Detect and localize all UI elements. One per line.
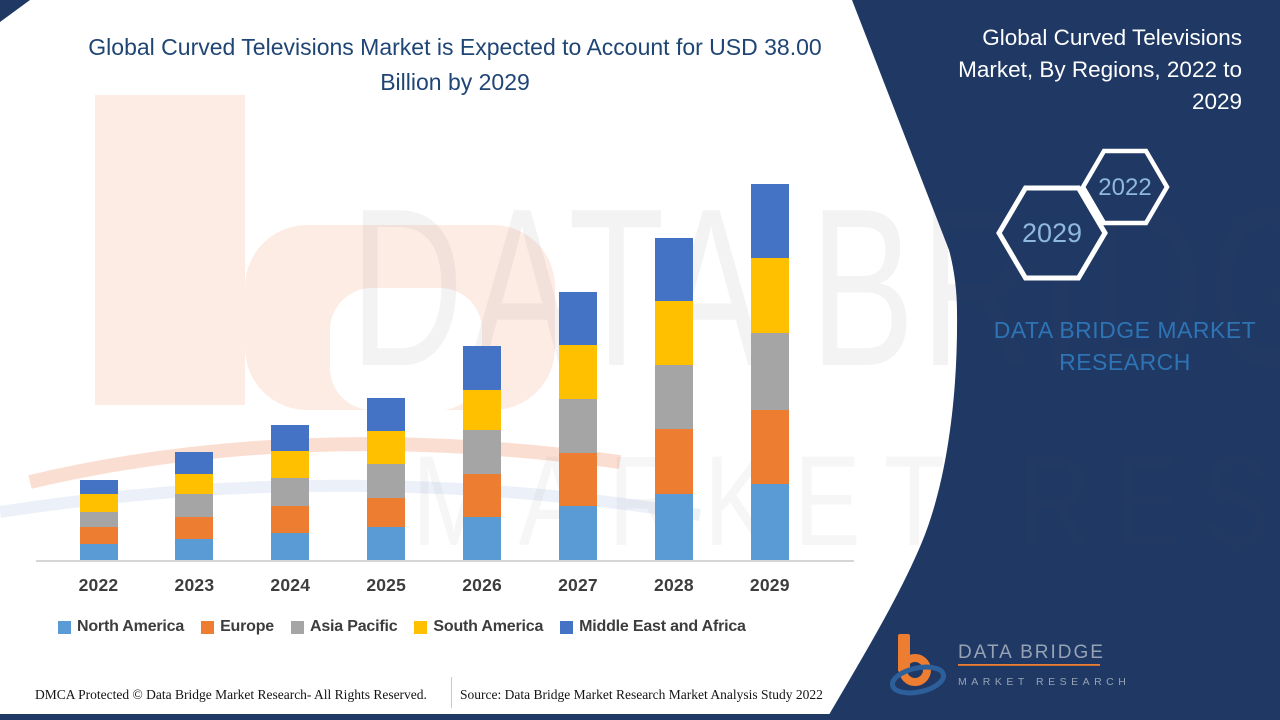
bar-segment-2029-europe: [750, 409, 789, 484]
bar-segment-2025-europe: [367, 497, 406, 528]
bar-segment-2028-asia-pacific: [654, 365, 693, 430]
side-panel-brand-text: DATA BRIDGE MARKET RESEARCH: [993, 317, 1257, 376]
bar-segment-2024-europe: [271, 505, 310, 534]
legend-swatch-icon: [201, 620, 215, 634]
x-axis-label-2024: 2024: [270, 575, 311, 595]
bar-segment-2028-europe: [654, 429, 693, 494]
bar-segment-2029-asia-pacific: [750, 333, 789, 410]
bar-segment-2028-middle-east-and-africa: [654, 238, 693, 301]
bar-segment-2023-middle-east-and-africa: [175, 452, 214, 474]
legend-swatch-icon: [58, 620, 71, 634]
x-axis-label-2029: 2029: [749, 575, 790, 595]
year-hexagon-badges: 2029 2022: [996, 148, 1170, 281]
bar-segment-2027-north-america: [559, 505, 597, 560]
x-axis-line: [36, 560, 854, 562]
x-axis-label-2023: 2023: [174, 575, 215, 595]
bar-segment-2024-asia-pacific: [271, 477, 310, 506]
x-axis-label-2026: 2026: [462, 575, 502, 595]
legend-item-south-america: South America: [414, 618, 543, 636]
bar-segment-2028-north-america: [654, 493, 693, 560]
bar-segment-2025-north-america: [367, 527, 406, 560]
bar-segment-2024-north-america: [271, 533, 310, 560]
legend-label: Europe: [220, 618, 274, 635]
x-axis-label-2027: 2027: [558, 575, 598, 595]
bar-segment-2024-middle-east-and-africa: [271, 425, 310, 452]
bar-segment-2022-south-america: [79, 493, 118, 512]
legend-swatch-icon: [414, 620, 428, 634]
bar-segment-2029-north-america: [750, 483, 789, 560]
bar-segment-2022-north-america: [79, 544, 118, 560]
bar-segment-2027-middle-east-and-africa: [559, 291, 597, 346]
hexagon-2022-shape: [1080, 148, 1170, 226]
bar-segment-2027-asia-pacific: [559, 398, 597, 454]
bar-segment-2022-europe: [79, 527, 118, 545]
bar-segment-2026-north-america: [463, 517, 502, 560]
bar-segment-2029-south-america: [750, 258, 789, 334]
bar-segment-2029-middle-east-and-africa: [750, 184, 789, 259]
bar-segment-2027-europe: [559, 453, 597, 506]
x-axis-label-2025: 2025: [366, 575, 407, 595]
legend-label: Middle East and Africa: [579, 618, 746, 635]
bar-segment-2025-south-america: [367, 431, 406, 465]
legend-label: Asia Pacific: [309, 618, 398, 635]
bar-segment-2026-asia-pacific: [463, 430, 502, 474]
side-panel-title: Global Curved Televisions Market, By Reg…: [958, 25, 1242, 115]
data-bridge-b-icon: [889, 634, 947, 696]
bottom-accent-bar: [0, 714, 1280, 720]
bar-segment-2022-middle-east-and-africa: [79, 479, 118, 494]
bar-segment-2023-south-america: [175, 473, 214, 494]
logo-subtitle: MARKET RESEARCH: [958, 676, 1128, 688]
x-axis-label-2022: 2022: [78, 575, 119, 595]
bar-segment-2026-south-america: [463, 389, 502, 431]
bar-segment-2023-asia-pacific: [175, 493, 214, 518]
bar-segment-2026-europe: [463, 473, 502, 518]
bar-segment-2027-south-america: [559, 345, 597, 399]
legend-label: South America: [433, 618, 544, 635]
legend-item-middle-east-and-africa: Middle East and Africa: [560, 618, 746, 636]
footer-divider: [451, 677, 452, 708]
chart-title: Global Curved Televisions Market is Expe…: [88, 34, 822, 95]
bar-segment-2028-south-america: [654, 300, 693, 366]
logo-title: DATA BRIDGE: [958, 642, 1105, 663]
bar-segment-2023-north-america: [175, 539, 214, 560]
dbmr-logo: DATA BRIDGE MARKET RESEARCH: [889, 634, 1128, 696]
hexagon-2022-label: 2022: [1098, 174, 1151, 201]
hexagon-2029-shape: [996, 185, 1108, 281]
corner-accent-icon: [0, 0, 30, 22]
hexagon-2029-label: 2029: [1022, 218, 1082, 248]
legend-label: North America: [77, 618, 185, 635]
bar-segment-2026-middle-east-and-africa: [463, 346, 502, 390]
footer-dmca-text: DMCA Protected © Data Bridge Market Rese…: [35, 687, 427, 702]
bar-segment-2023-europe: [175, 517, 214, 540]
legend-item-europe: Europe: [201, 618, 274, 636]
bar-segment-2025-middle-east-and-africa: [367, 397, 406, 432]
legend-item-asia-pacific: Asia Pacific: [290, 618, 398, 636]
legend-item-north-america: North America: [58, 618, 184, 636]
bar-segment-2022-asia-pacific: [79, 511, 118, 528]
chart-legend: North America Europe Asia Pacific South Ame…: [58, 618, 848, 636]
legend-swatch-icon: [560, 620, 574, 634]
bar-segment-2025-asia-pacific: [367, 464, 406, 498]
x-axis-label-2028: 2028: [654, 575, 694, 595]
bar-segment-2024-south-america: [271, 451, 310, 478]
legend-swatch-icon: [290, 620, 304, 634]
footer-source-text: Source: Data Bridge Market Research Mark…: [460, 687, 823, 702]
